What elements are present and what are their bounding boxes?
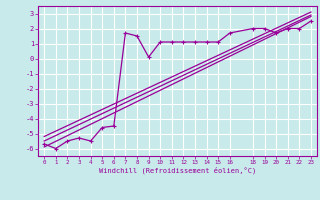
X-axis label: Windchill (Refroidissement éolien,°C): Windchill (Refroidissement éolien,°C) [99, 167, 256, 174]
